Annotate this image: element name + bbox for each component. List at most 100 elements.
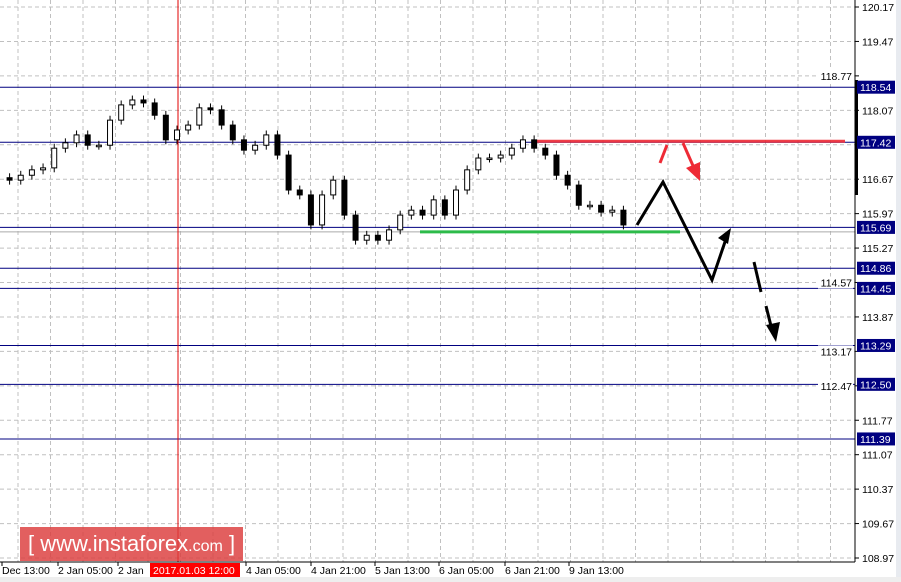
price-tick-label: 120.17 bbox=[862, 2, 894, 14]
level-label: 111.39 bbox=[860, 434, 891, 446]
candle-bull bbox=[497, 154, 504, 159]
time-tick-label: 6 Jan 05:00 bbox=[439, 565, 494, 577]
time-ticks: Dec 13:00 2 Jan 05:00 2 Jan 4 Jan 05:00 4 Ja… bbox=[1, 562, 624, 577]
level-label: 117.42 bbox=[860, 137, 891, 149]
candle-bull bbox=[609, 209, 616, 213]
adjacent-window-strip bbox=[896, 0, 901, 582]
level-label: 113.29 bbox=[860, 340, 891, 352]
candle-bull bbox=[17, 174, 24, 181]
price-ticks: 120.17 119.47 118.77 118.07 116.67 115.97115.… bbox=[818, 2, 894, 565]
candle-bull bbox=[129, 99, 136, 106]
candle-bear bbox=[553, 154, 560, 176]
price-tick-label: 115.97 bbox=[862, 209, 893, 221]
crosshair-time-label: 2017.01.03 12:00 bbox=[153, 565, 235, 577]
price-tick-label: 113.87 bbox=[862, 312, 893, 324]
price-tick-label: 109.67 bbox=[862, 519, 894, 531]
price-tick-label-bg bbox=[818, 69, 853, 82]
time-tick-label: 2 Jan 05:00 bbox=[58, 565, 113, 577]
level-badge bbox=[857, 135, 895, 149]
time-tick-label: 9 Jan 13:00 bbox=[569, 565, 624, 577]
price-tick-label-bg bbox=[818, 379, 853, 392]
candle-bull bbox=[453, 189, 460, 216]
level-label: 114.45 bbox=[860, 283, 891, 295]
level-label: 112.50 bbox=[860, 379, 891, 391]
candle-bull bbox=[196, 107, 203, 126]
candle-bear bbox=[598, 204, 605, 213]
price-tick-label: 118.77 bbox=[821, 71, 852, 83]
candle-bull bbox=[486, 157, 493, 161]
price-tick-label: 111.07 bbox=[862, 450, 893, 462]
candle-bull bbox=[95, 144, 102, 148]
price-tick-label: 118.07 bbox=[862, 105, 893, 117]
candle-bull bbox=[319, 194, 326, 226]
candle-bull bbox=[107, 119, 114, 146]
price-tick-label: 111.77 bbox=[862, 415, 893, 427]
candle-bull bbox=[363, 234, 370, 241]
candle-bear bbox=[575, 184, 582, 206]
candle-bear bbox=[285, 154, 292, 191]
red-arrowhead-icon bbox=[686, 162, 700, 181]
time-tick-label: 6 Jan 21:00 bbox=[505, 565, 560, 577]
candle-bear bbox=[274, 134, 281, 156]
candle-bear bbox=[419, 209, 426, 216]
level-badge bbox=[857, 281, 895, 295]
candle-bull bbox=[51, 147, 58, 169]
candle-bull bbox=[397, 214, 404, 231]
candle-bear bbox=[240, 139, 247, 151]
axis-marker-bar bbox=[855, 80, 858, 195]
level-badge bbox=[857, 80, 895, 94]
candle-bear bbox=[564, 174, 571, 186]
level-badge bbox=[857, 220, 895, 234]
candle-bear bbox=[531, 139, 538, 149]
forecast-path bbox=[635, 178, 729, 284]
candle-bull bbox=[586, 204, 593, 208]
red-forecast-up bbox=[658, 144, 669, 164]
level-label: 118.54 bbox=[860, 82, 891, 94]
candle-bull bbox=[464, 169, 471, 191]
price-tick-label-bg bbox=[818, 276, 853, 289]
candle-bear bbox=[218, 109, 225, 126]
price-tick-label: 116.67 bbox=[862, 174, 893, 186]
candle-bull bbox=[430, 199, 437, 216]
price-tick-label: 119.47 bbox=[862, 36, 893, 48]
candle-bear bbox=[542, 147, 549, 156]
arrowhead-down-icon bbox=[766, 322, 780, 342]
price-tick-label-bg bbox=[818, 345, 853, 358]
level-badge bbox=[857, 338, 895, 352]
candle-bull bbox=[475, 157, 482, 171]
watermark-suffix: .com bbox=[188, 538, 223, 555]
candle-bear bbox=[296, 189, 303, 196]
candle-bear bbox=[151, 102, 158, 116]
watermark-bracket-open: [ bbox=[27, 531, 35, 556]
candle-bull bbox=[408, 209, 415, 216]
level-label: 115.69 bbox=[860, 222, 891, 234]
candle-bull bbox=[263, 134, 270, 146]
candle-bear bbox=[162, 114, 169, 141]
candle-bull bbox=[252, 144, 259, 151]
level-labels: 118.54 117.42 115.69 114.86 114.45 113.29 112.… bbox=[857, 80, 895, 446]
forecast-dash-1 bbox=[752, 261, 763, 293]
watermark-bracket-close: ] bbox=[228, 531, 236, 556]
price-tick-label: 114.57 bbox=[821, 278, 852, 290]
candle-bear bbox=[229, 124, 236, 141]
candle-bull bbox=[185, 124, 192, 131]
level-badge bbox=[857, 261, 895, 275]
candle-bull bbox=[118, 104, 125, 121]
candle-bull bbox=[386, 229, 393, 241]
price-tick-label: 112.47 bbox=[821, 381, 852, 393]
candle-bear bbox=[374, 234, 381, 241]
level-badge bbox=[857, 377, 895, 391]
bottom-strip bbox=[0, 577, 901, 582]
candle-bear bbox=[307, 194, 314, 226]
candle-bull bbox=[519, 139, 526, 149]
candle-bull bbox=[62, 142, 69, 149]
candle-bear bbox=[207, 107, 214, 111]
candles bbox=[6, 95, 627, 245]
time-tick-label: 2 Jan bbox=[118, 565, 144, 577]
candle-bear bbox=[620, 209, 627, 226]
crosshair-time-badge bbox=[150, 563, 240, 577]
candle-bear bbox=[84, 134, 91, 146]
arrowhead-up-icon bbox=[718, 228, 731, 244]
